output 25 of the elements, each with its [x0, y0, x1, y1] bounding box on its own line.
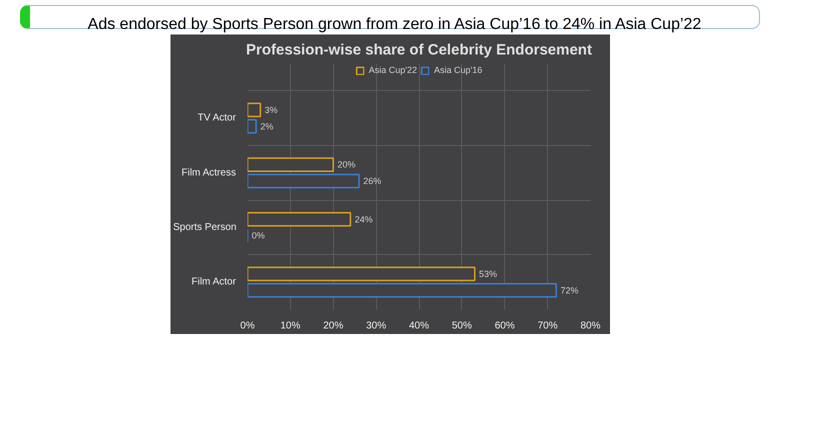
- chart-title: Profession-wise share of Celebrity Endorsement: [246, 42, 592, 58]
- y-tick-label: Film Actress: [182, 167, 236, 178]
- data-label: 2%: [260, 121, 274, 132]
- x-tick-label: 40%: [408, 320, 430, 332]
- x-tick-label: 50%: [452, 320, 472, 332]
- x-tick-label: 10%: [280, 320, 300, 332]
- text: Ads endorsed by Sports Person grown from zero in Asia Cup’16 to 24% in Asia Cup’22: [88, 15, 702, 35]
- data-label: 53%: [479, 268, 498, 279]
- x-tick-label: 60%: [494, 320, 515, 332]
- x-tick-label: 80%: [580, 320, 601, 332]
- data-label: 20%: [338, 160, 356, 170]
- legend-label: Asia Cup'16: [434, 65, 482, 75]
- data-label: 24%: [354, 214, 373, 224]
- legend-label: Asia Cup'22: [368, 65, 417, 75]
- y-tick-label: TV Actor: [198, 112, 237, 124]
- data-label: 26%: [363, 176, 382, 186]
- data-label: 3%: [264, 104, 278, 115]
- data-label: 72%: [560, 285, 579, 296]
- x-tick-label: 0%: [240, 320, 255, 332]
- y-tick-label: Sports Person: [173, 222, 237, 233]
- x-tick-label: 70%: [538, 320, 558, 332]
- data-label: 0%: [252, 230, 265, 241]
- x-tick-label: 20%: [323, 320, 344, 332]
- y-tick-label: Film Actor: [192, 276, 237, 288]
- x-tick-label: 30%: [366, 320, 386, 332]
